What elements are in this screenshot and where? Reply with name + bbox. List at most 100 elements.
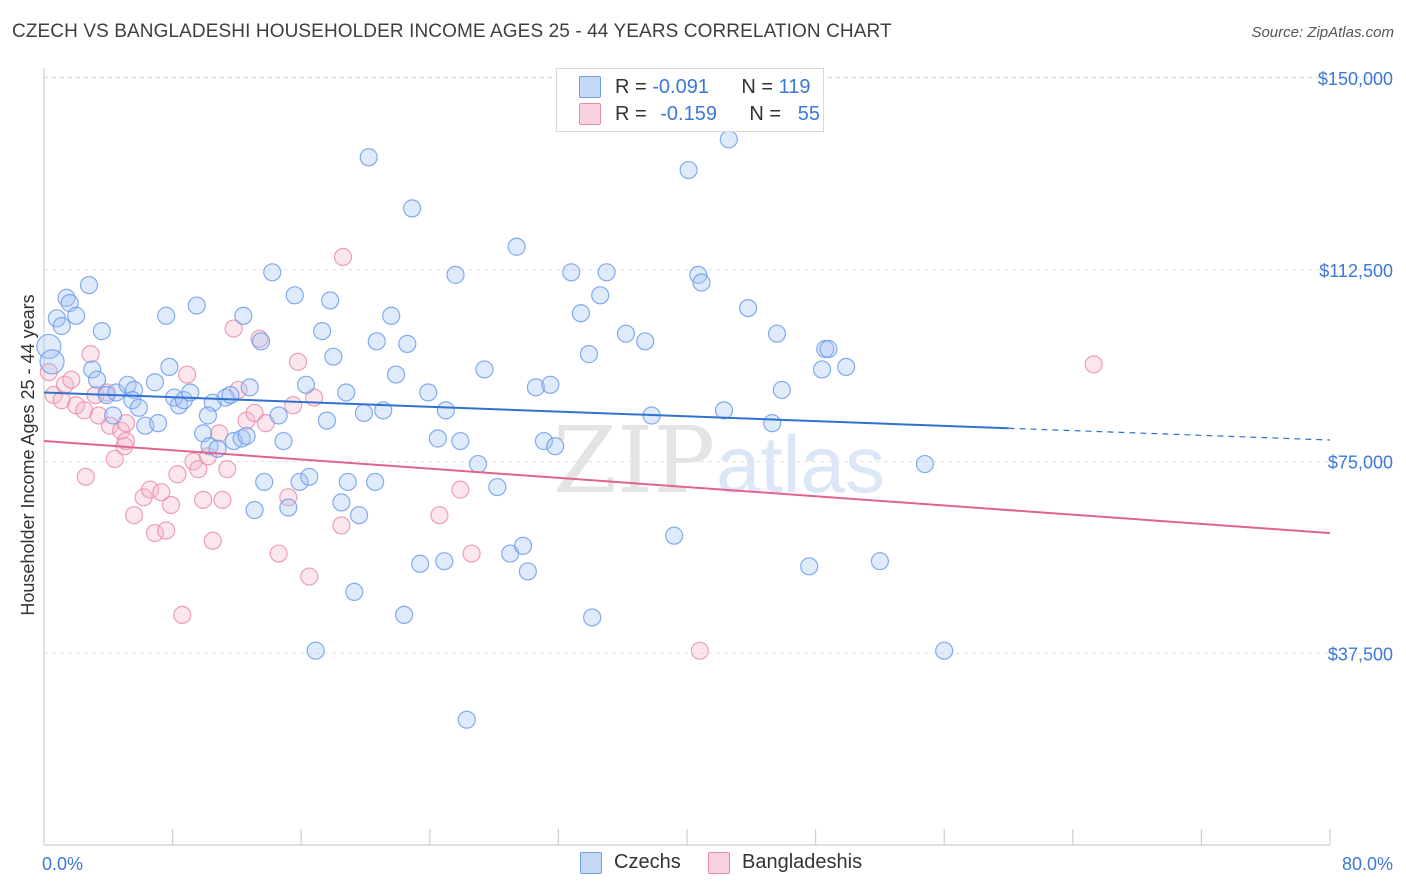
czechs-point <box>274 431 293 451</box>
stats-legend: R = -0.091 N = 119 R = -0.159 N = 55 <box>556 68 824 132</box>
bangladeshis-point <box>161 495 181 515</box>
czechs-point <box>52 316 71 336</box>
czechs-point <box>149 414 168 433</box>
bangladeshis-point <box>300 567 319 586</box>
watermark: ZIP atlas <box>553 407 885 514</box>
legend-label: Czechs <box>614 851 681 873</box>
bangladeshis-trend-line <box>43 440 1331 535</box>
y-tick-label: $75,000 <box>1328 453 1393 473</box>
y-tick-label: $37,500 <box>1328 644 1393 664</box>
czechs-point <box>819 339 838 359</box>
bangladeshis-swatch <box>708 851 730 874</box>
czechs-point <box>234 306 253 325</box>
czechs-point <box>541 375 560 394</box>
czechs-point <box>616 324 636 343</box>
czechs-point <box>692 273 711 292</box>
bangladeshis-point <box>124 506 144 525</box>
czechs-point <box>79 275 99 295</box>
czechs-point <box>237 426 256 446</box>
bangladeshis-point <box>332 516 351 535</box>
czechs-point <box>221 385 240 405</box>
czechs-point <box>245 500 264 520</box>
czechs-point <box>714 401 734 420</box>
bangladeshis-point <box>269 544 288 563</box>
bangladeshis-point <box>152 483 171 502</box>
r-label: R = <box>615 102 647 125</box>
czechs-swatch <box>579 76 601 98</box>
czechs-point <box>915 454 935 474</box>
czechs-point <box>394 605 414 625</box>
czechs-point <box>513 536 533 555</box>
legend-item-czechs[interactable]: Czechs <box>580 851 681 874</box>
n-value: 55 <box>797 102 820 125</box>
axis-labels: $37,500 $75,000 $112,500 $150,000 0.0% 80.0% <box>42 69 1393 874</box>
bangladeshis-point <box>81 345 100 364</box>
czechs-point <box>507 237 526 256</box>
bangladeshis-point <box>89 406 108 425</box>
chart-title: CZECH VS BANGLADESHI HOUSEHOLDER INCOME … <box>12 21 892 42</box>
czechs-point <box>518 562 537 581</box>
czechs-point <box>160 357 179 377</box>
czechs-point <box>251 332 271 351</box>
bangladeshis-point <box>333 247 353 267</box>
czechs-point <box>255 472 274 492</box>
czechs-point <box>306 641 325 660</box>
bangladeshis-point <box>430 506 449 525</box>
czechs-point <box>398 334 417 353</box>
czechs-point <box>349 506 369 525</box>
watermark-atlas: atlas <box>716 420 885 509</box>
legend-row-czechs: R = -0.091 N = 119 <box>579 74 811 100</box>
czechs-point <box>39 349 65 375</box>
source-label: Source: ZipAtlas.com <box>1251 24 1394 41</box>
bangladeshis-point <box>145 523 165 543</box>
czechs-trend-line <box>43 391 1009 430</box>
czechs-point <box>337 383 356 402</box>
czechs-point <box>403 199 422 218</box>
trend-lines <box>43 391 1331 535</box>
bangladeshis-point <box>284 396 303 415</box>
bangladeshis-point <box>224 319 243 338</box>
bangladeshis-point <box>75 401 94 420</box>
czechs-point <box>83 360 102 379</box>
czechs-point <box>317 411 337 430</box>
bangladeshis-swatch <box>579 103 601 125</box>
n-label: N = <box>741 75 774 98</box>
czechs-point <box>366 472 385 492</box>
r-value: -0.091 <box>652 75 709 98</box>
czechs-point <box>591 286 610 305</box>
bangladeshis-point <box>157 521 176 540</box>
czechs-point <box>488 477 507 497</box>
bangladeshis-point <box>451 480 470 499</box>
czechs-point <box>354 403 373 423</box>
n-label: N = <box>749 102 782 125</box>
czechs-point <box>187 296 206 315</box>
czechs-trend-extension <box>1008 427 1331 441</box>
bangladeshis-point <box>173 605 192 625</box>
czechs-point <box>665 526 684 545</box>
y-tick-label: $112,500 <box>1319 261 1393 281</box>
bangladeshis-point <box>1084 355 1103 374</box>
bangladeshis-point <box>213 490 232 509</box>
czechs-point <box>269 406 288 425</box>
y-tick-label: $150,000 <box>1318 69 1393 89</box>
czechs-point <box>359 148 378 167</box>
bangladeshis-point <box>116 431 136 451</box>
gridlines <box>44 76 1390 654</box>
czechs-point <box>738 299 758 318</box>
czechs-point <box>457 710 476 729</box>
czechs-point <box>324 347 343 366</box>
czechs-point <box>57 288 76 307</box>
bangladeshis-point <box>203 531 222 550</box>
legend-item-bangladeshis[interactable]: Bangladeshis <box>708 851 862 874</box>
r-label: R = <box>615 75 647 98</box>
czechs-point <box>763 414 782 433</box>
legend-row-bangladeshis: R = -0.159 N = 55 <box>579 101 820 127</box>
y-axis-title: Householder Income Ages 25 - 44 years <box>18 294 38 615</box>
bangladeshis-point <box>105 449 124 469</box>
series-legend: Czechs Bangladeshis <box>0 851 1406 879</box>
czechs-point <box>382 306 401 325</box>
czechs-point <box>198 406 218 425</box>
czechs-point <box>562 263 581 282</box>
czechs-point <box>104 406 123 425</box>
